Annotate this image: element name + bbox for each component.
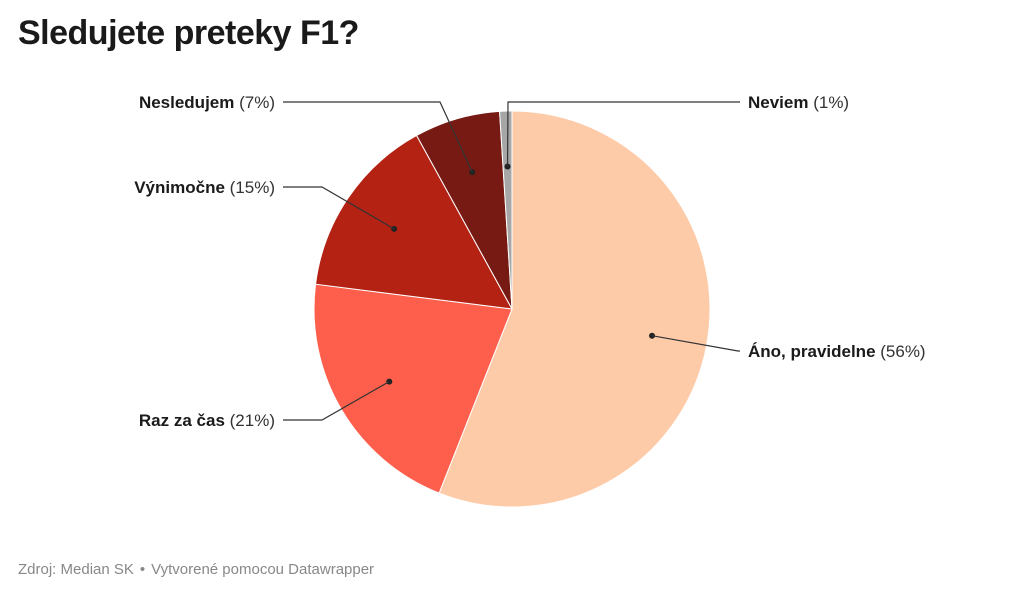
slice-label-raz-za-cas: Raz za čas (21%) bbox=[139, 411, 275, 430]
slice-label-vynimocne: Výnimočne (15%) bbox=[134, 178, 275, 197]
pie-slice-raz-za-cas[interactable] bbox=[313, 283, 513, 494]
pie-slice-neviem[interactable] bbox=[499, 110, 513, 310]
leader-line-vynimocne bbox=[283, 186, 395, 230]
source-note: Zdroj: Median SK bbox=[18, 561, 134, 578]
label-leaders bbox=[283, 101, 740, 421]
slice-label-ano-pravidelne: Áno, pravidelne (56%) bbox=[748, 342, 926, 361]
pie-slices bbox=[313, 110, 711, 508]
slice-label-neviem: Neviem (1%) bbox=[748, 93, 849, 112]
leader-line-ano-pravidelne bbox=[651, 335, 740, 352]
pie-slice-ano-pravidelne[interactable] bbox=[438, 110, 711, 508]
leader-line-raz-za-cas bbox=[283, 381, 390, 421]
chart-title: Sledujete preteky F1? bbox=[18, 14, 359, 52]
slice-labels: Áno, pravidelne (56%) Raz za čas (21%) Výn… bbox=[134, 93, 925, 430]
leader-line-neviem bbox=[506, 101, 740, 167]
separator: • bbox=[139, 561, 146, 578]
pie-slice-vynimocne[interactable] bbox=[315, 134, 513, 310]
chart-footer: Zdroj: Median SK • Vytvorené pomocou Dataw… bbox=[18, 561, 374, 578]
credit-link[interactable]: Vytvorené pomocou Datawrapper bbox=[151, 561, 375, 578]
slice-label-nesledujem: Nesledujem (7%) bbox=[139, 93, 275, 112]
leader-line-nesledujem bbox=[283, 101, 473, 173]
